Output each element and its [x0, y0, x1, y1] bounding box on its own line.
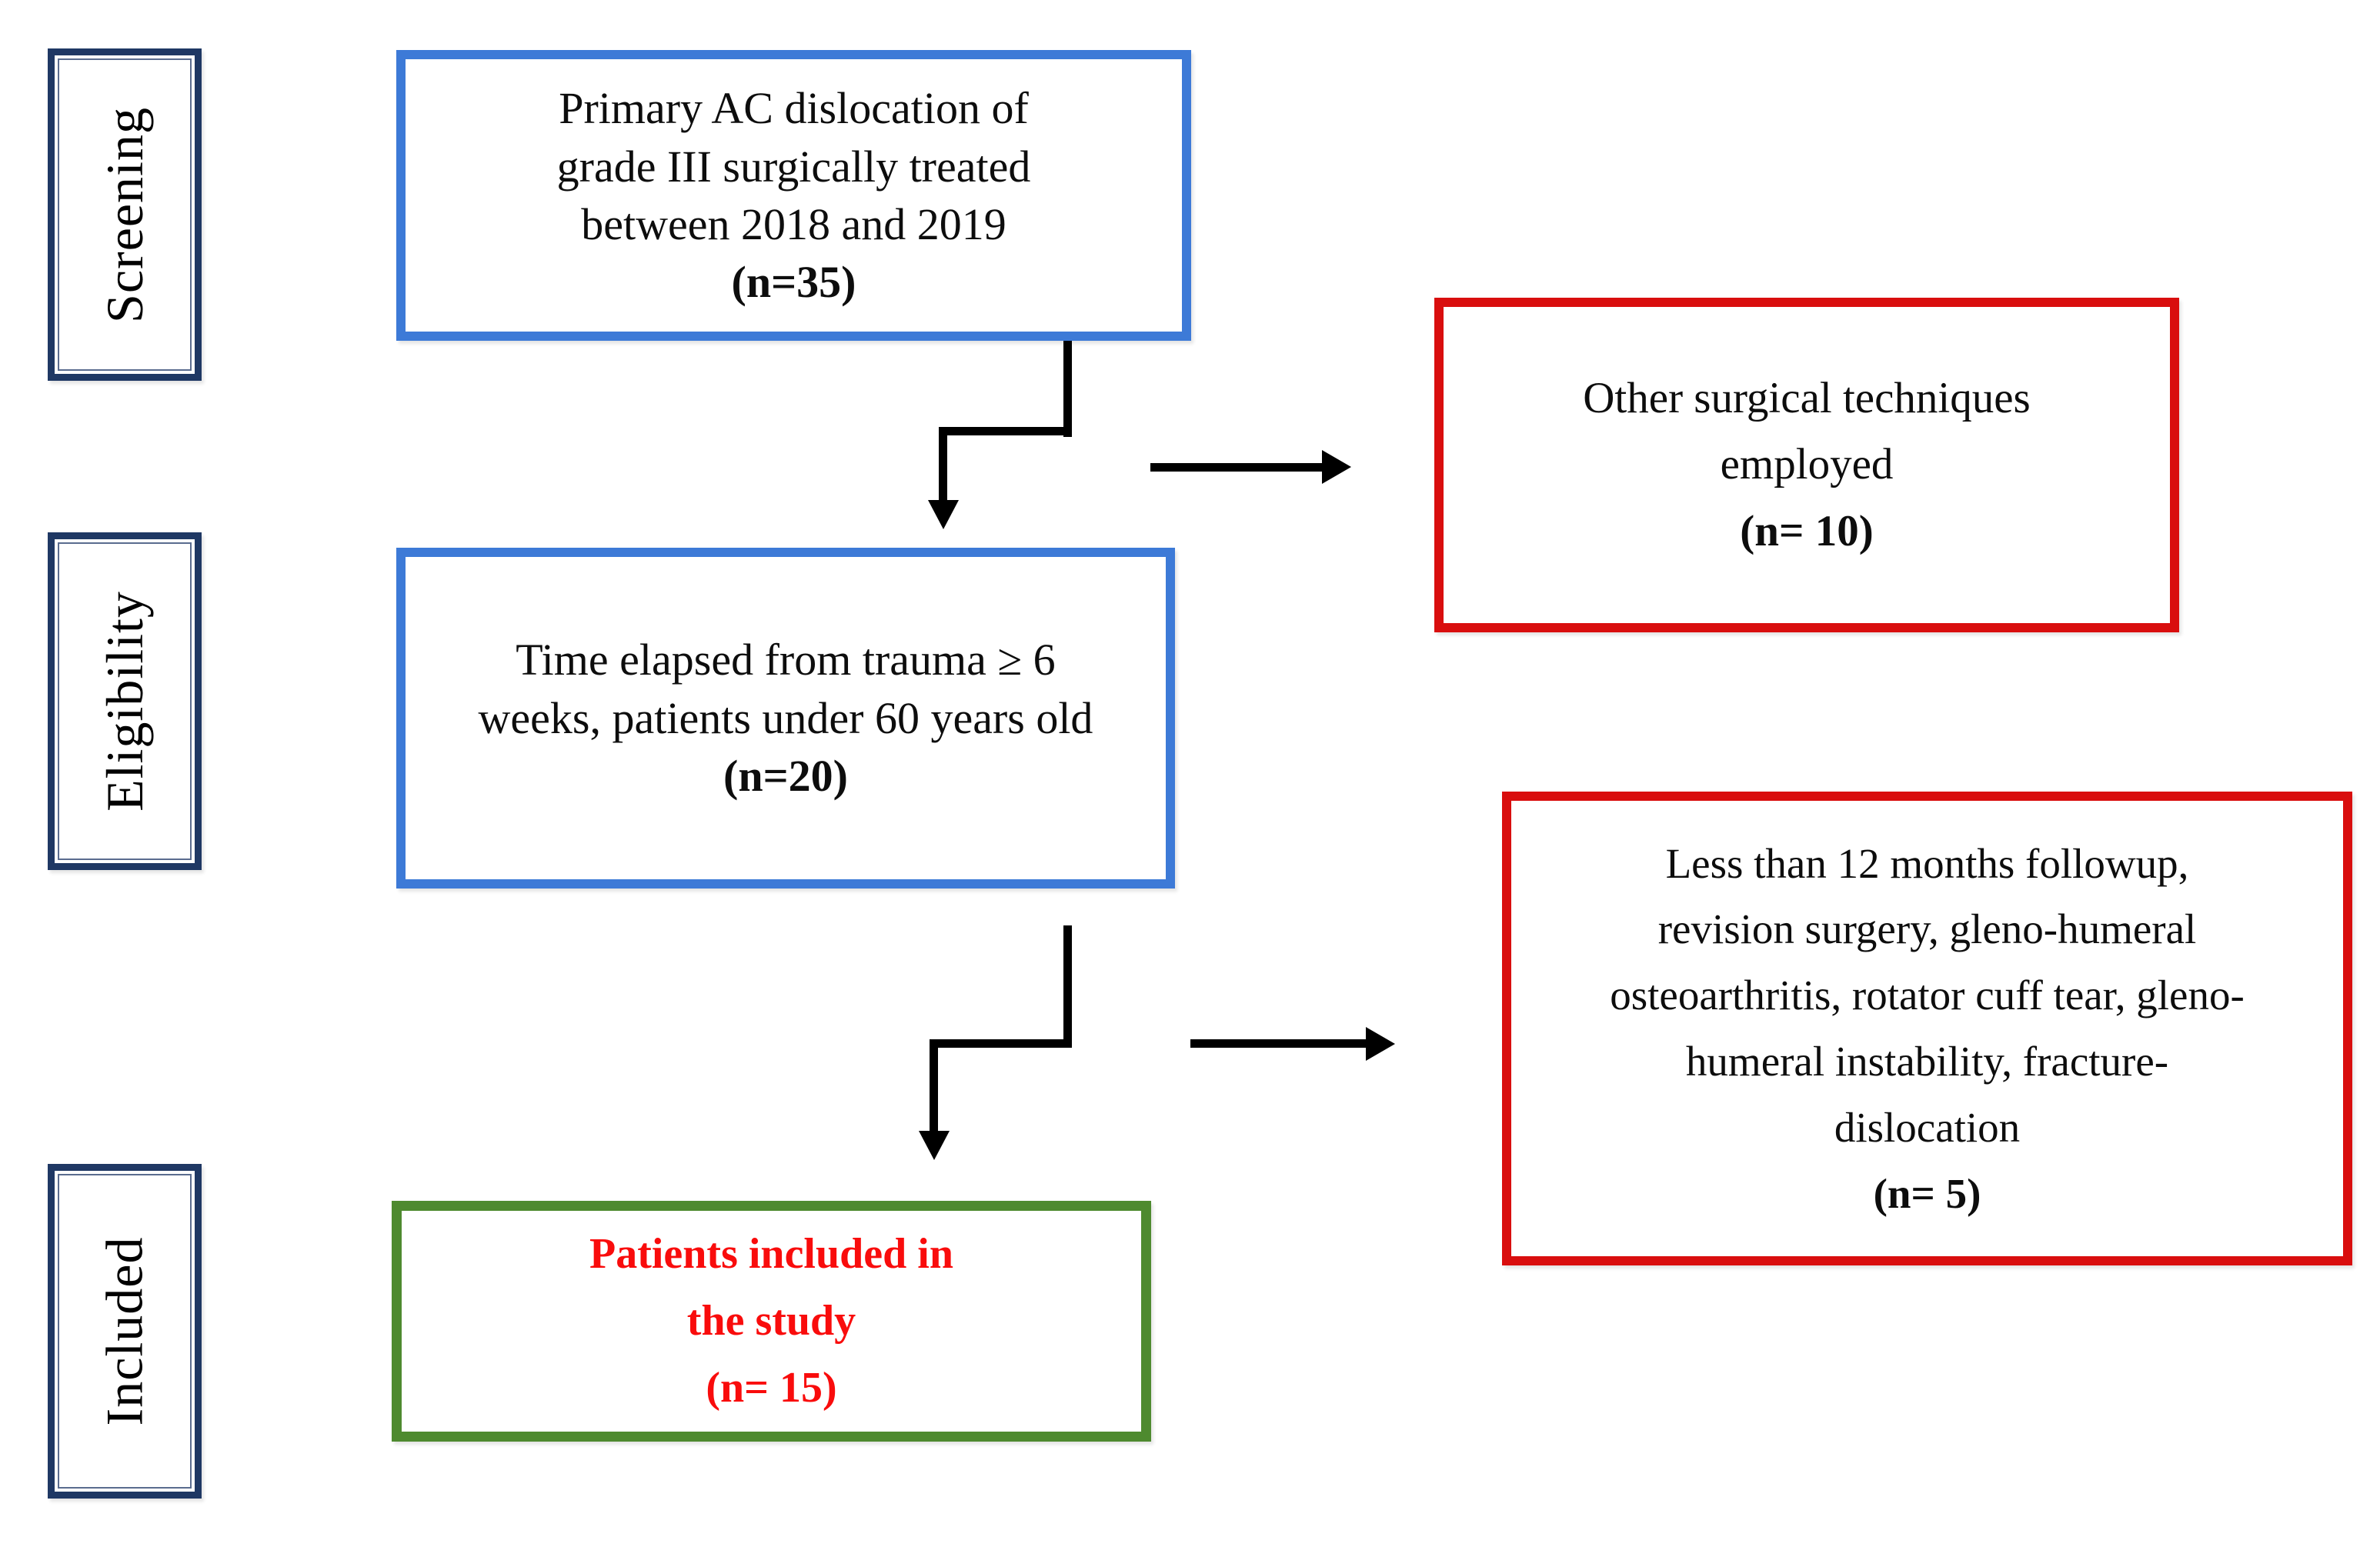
primary-dislocation-count: (n=35): [731, 257, 856, 308]
excluded-other-techniques-line: employed: [1720, 440, 1894, 489]
connector-primary-elbow-line: [939, 427, 1072, 435]
arrowhead-to-included-box: [919, 1131, 950, 1160]
excluded-other-techniques-line: Other surgical techniques: [1583, 373, 2031, 422]
primary-dislocation-box: Primary AC dislocation of grade III surg…: [396, 50, 1191, 341]
excluded-eligibility-line: humeral instability, fracture-: [1685, 1038, 2169, 1085]
connector-primary-down-line: [939, 427, 947, 504]
eligibility-criteria-count: (n=20): [723, 751, 848, 802]
excluded-eligibility-line: dislocation: [1834, 1103, 2021, 1151]
stage-label-screening: Screening: [95, 106, 154, 323]
stage-label-eligibility: Eligibility: [95, 591, 154, 812]
primary-dislocation-line: grade III surgically treated: [556, 141, 1031, 192]
excluded-eligibility-line: Less than 12 months followup,: [1665, 839, 2189, 887]
included-patients-box: Patients included in the study (n= 15): [392, 1201, 1151, 1442]
connector-eligibility-down-line: [930, 1039, 938, 1133]
eligibility-criteria-box: Time elapsed from trauma ≥ 6 weeks, pati…: [396, 548, 1175, 889]
excluded-eligibility-line: osteoarthritis, rotator cuff tear, gleno…: [1610, 972, 2245, 1019]
arrowhead-to-excluded-eligibility: [1366, 1027, 1395, 1061]
connector-eligibility-elbow-line: [930, 1039, 1072, 1048]
eligibility-criteria-line: weeks, patients under 60 years old: [478, 692, 1093, 743]
stage-box-eligibility: Eligibility: [48, 532, 202, 870]
connector-to-excluded-screening-line: [1150, 463, 1326, 472]
connector-primary-drop-line: [1063, 341, 1072, 437]
arrowhead-to-eligibility-box: [928, 500, 959, 529]
stage-label-included: Included: [95, 1236, 154, 1426]
excluded-eligibility-count: (n= 5): [1873, 1169, 1981, 1217]
excluded-eligibility-line: revision surgery, gleno-humeral: [1657, 905, 2197, 953]
excluded-other-techniques-box: Other surgical techniques employed (n= 1…: [1434, 298, 2179, 632]
stage-box-included: Included: [48, 1164, 202, 1499]
included-patients-count: (n= 15): [706, 1363, 837, 1412]
eligibility-criteria-line: Time elapsed from trauma ≥ 6: [516, 635, 1056, 685]
excluded-eligibility-box: Less than 12 months followup, revision s…: [1502, 792, 2352, 1265]
connector-eligibility-drop-line: [1063, 925, 1072, 1048]
primary-dislocation-line: Primary AC dislocation of: [559, 83, 1029, 134]
arrowhead-to-excluded-screening: [1322, 450, 1351, 484]
excluded-other-techniques-count: (n= 10): [1740, 506, 1874, 555]
included-patients-line: Patients included in: [589, 1230, 953, 1279]
primary-dislocation-line: between 2018 and 2019: [581, 199, 1006, 249]
stage-box-screening: Screening: [48, 48, 202, 381]
included-patients-line: the study: [686, 1297, 856, 1345]
connector-to-excluded-eligibility-line: [1190, 1039, 1367, 1048]
